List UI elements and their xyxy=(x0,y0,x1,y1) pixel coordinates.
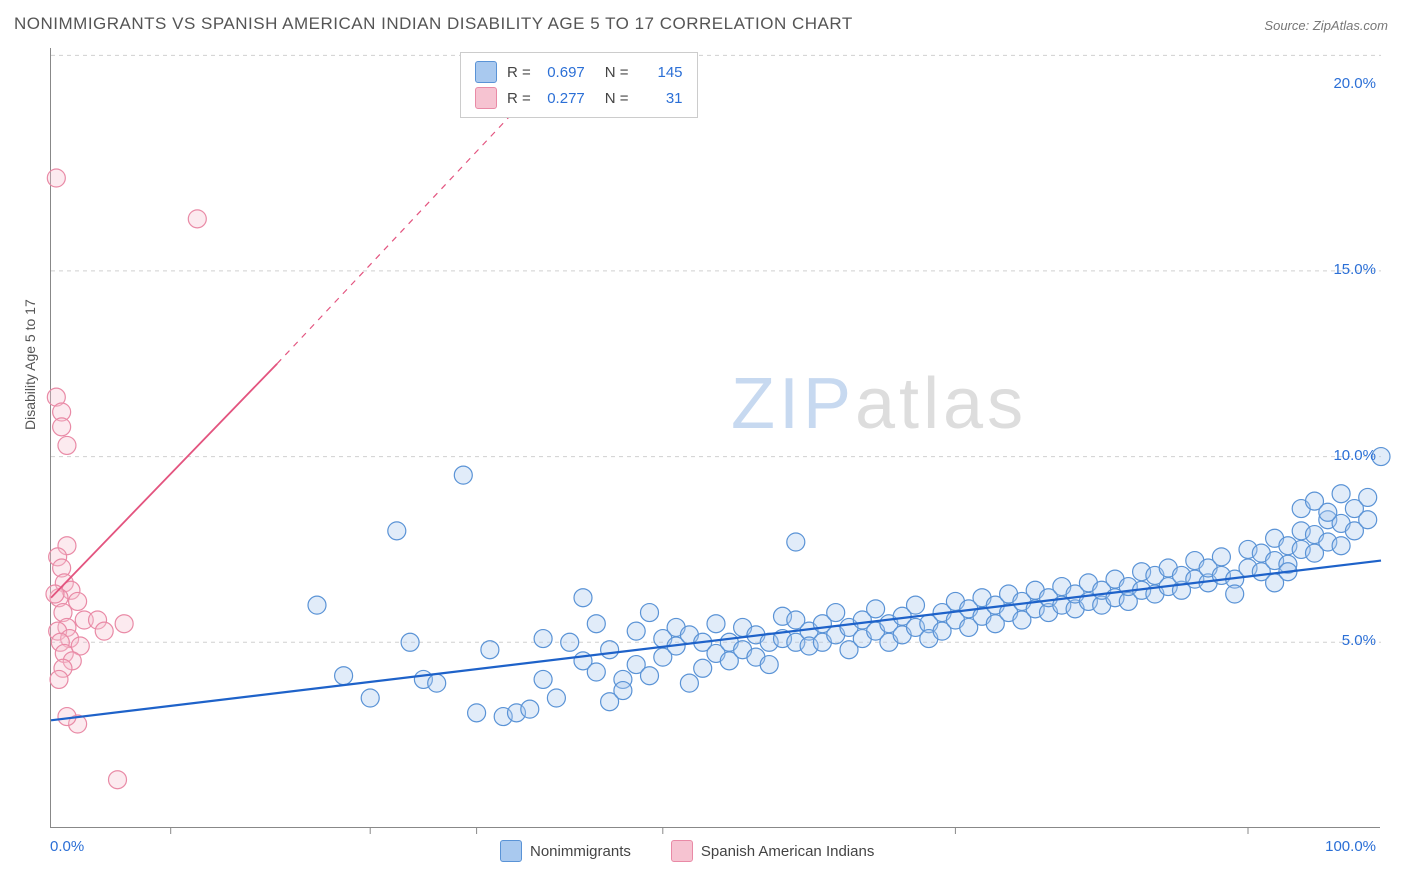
trend-line xyxy=(51,561,1381,721)
data-point xyxy=(47,169,65,187)
legend-stat-row: R = 0.697 N = 145 xyxy=(475,59,683,85)
legend-series-label: Spanish American Indians xyxy=(701,843,874,860)
data-point xyxy=(534,630,552,648)
y-tick-label: 20.0% xyxy=(1333,75,1376,92)
plot-svg: ZIPatlas xyxy=(51,48,1380,827)
legend-swatch xyxy=(475,87,497,109)
data-point xyxy=(521,700,539,718)
source-attribution: Source: ZipAtlas.com xyxy=(1264,18,1388,33)
data-point xyxy=(188,210,206,228)
legend-stat-row: R = 0.277 N = 31 xyxy=(475,85,683,111)
data-point xyxy=(115,615,133,633)
source-name: ZipAtlas.com xyxy=(1313,18,1388,33)
trend-line xyxy=(51,364,277,598)
data-point xyxy=(481,641,499,659)
data-point xyxy=(641,667,659,685)
data-point xyxy=(760,656,778,674)
data-point xyxy=(867,600,885,618)
data-point xyxy=(69,592,87,610)
data-point xyxy=(641,604,659,622)
data-point xyxy=(361,689,379,707)
chart-title: NONIMMIGRANTS VS SPANISH AMERICAN INDIAN… xyxy=(14,14,853,34)
data-point xyxy=(627,622,645,640)
data-point xyxy=(1332,537,1350,555)
chart-container: NONIMMIGRANTS VS SPANISH AMERICAN INDIAN… xyxy=(0,0,1406,892)
x-tick-min: 0.0% xyxy=(50,838,84,855)
legend-n-value: 145 xyxy=(639,64,683,81)
watermark-zip: ZIP xyxy=(731,364,855,444)
data-point xyxy=(1226,585,1244,603)
legend-n-value: 31 xyxy=(639,90,683,107)
legend-series-item: Spanish American Indians xyxy=(671,840,874,862)
legend-stats: R = 0.697 N = 145 R = 0.277 N = 31 xyxy=(460,52,698,118)
data-point xyxy=(680,674,698,692)
data-point xyxy=(574,589,592,607)
legend-r-label: R = xyxy=(507,64,531,81)
data-point xyxy=(534,670,552,688)
data-point xyxy=(109,771,127,789)
data-point xyxy=(50,670,68,688)
data-point xyxy=(587,663,605,681)
data-point xyxy=(561,633,579,651)
legend-r-value: 0.277 xyxy=(541,90,585,107)
data-point xyxy=(401,633,419,651)
data-point xyxy=(827,604,845,622)
data-point xyxy=(547,689,565,707)
y-tick-label: 5.0% xyxy=(1342,632,1376,649)
legend-swatch xyxy=(671,840,693,862)
x-tick-max: 100.0% xyxy=(1325,838,1376,855)
source-prefix: Source: xyxy=(1264,18,1309,33)
legend-r-label: R = xyxy=(507,90,531,107)
data-point xyxy=(95,622,113,640)
data-point xyxy=(707,615,725,633)
data-point xyxy=(694,659,712,677)
plot-area: ZIPatlas xyxy=(50,48,1380,828)
y-tick-label: 10.0% xyxy=(1333,447,1376,464)
legend-swatch xyxy=(500,840,522,862)
data-point xyxy=(1359,488,1377,506)
data-point xyxy=(1332,485,1350,503)
legend-series: Nonimmigrants Spanish American Indians xyxy=(500,840,874,862)
legend-r-value: 0.697 xyxy=(541,64,585,81)
legend-series-label: Nonimmigrants xyxy=(530,843,631,860)
gridlines xyxy=(51,55,1381,642)
legend-n-label: N = xyxy=(605,64,629,81)
watermark-atlas: atlas xyxy=(855,364,1027,444)
data-point xyxy=(428,674,446,692)
legend-n-label: N = xyxy=(605,90,629,107)
data-point xyxy=(1359,511,1377,529)
legend-swatch xyxy=(475,61,497,83)
data-point xyxy=(1212,548,1230,566)
data-point xyxy=(53,418,71,436)
y-axis-label: Disability Age 5 to 17 xyxy=(22,299,38,430)
data-point xyxy=(308,596,326,614)
data-point xyxy=(907,596,925,614)
axis-ticks xyxy=(171,828,1248,834)
data-point xyxy=(335,667,353,685)
legend-series-item: Nonimmigrants xyxy=(500,840,631,862)
y-tick-label: 15.0% xyxy=(1333,261,1376,278)
data-point xyxy=(614,682,632,700)
data-point xyxy=(1319,503,1337,521)
data-point xyxy=(587,615,605,633)
watermark: ZIPatlas xyxy=(731,364,1027,444)
data-point xyxy=(468,704,486,722)
data-point xyxy=(454,466,472,484)
data-point xyxy=(787,533,805,551)
data-point xyxy=(601,641,619,659)
data-point xyxy=(58,436,76,454)
data-point xyxy=(388,522,406,540)
